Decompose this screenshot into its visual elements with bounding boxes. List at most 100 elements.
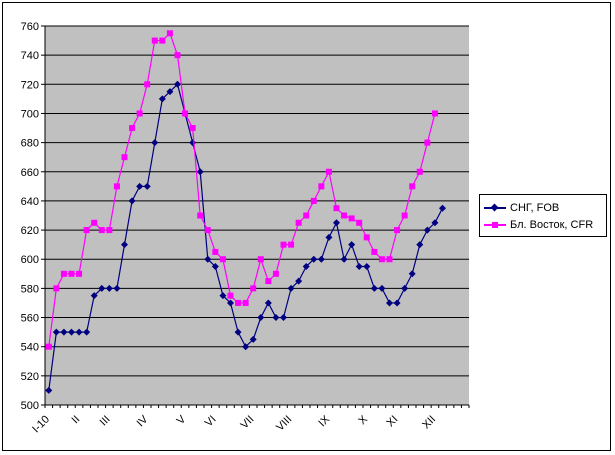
data-point-series-1 — [211, 263, 219, 271]
data-point-series-1 — [370, 284, 378, 292]
y-tick-label: 660 — [21, 167, 39, 179]
data-point-series-2 — [113, 183, 120, 190]
data-point-series-1 — [128, 197, 136, 205]
chart-frame: 500 520 540 560 580 600 620 640 660 680 700 720 740 7… — [2, 2, 611, 451]
data-point-series-2 — [272, 270, 279, 277]
data-point-series-1 — [75, 328, 83, 336]
x-tick-label: X — [356, 413, 370, 427]
data-point-series-2 — [325, 168, 332, 175]
data-point-series-1 — [166, 88, 174, 96]
data-point-series-1 — [249, 335, 257, 343]
data-point-series-2 — [174, 52, 181, 59]
data-point-series-1 — [333, 219, 340, 227]
x-tick-label: IV — [135, 413, 151, 429]
x-tick-label: III — [98, 413, 113, 428]
line-chart: 500 520 540 560 580 600 620 640 660 680 700 720 740 7… — [21, 21, 470, 435]
data-point-series-2 — [227, 292, 234, 299]
data-point-series-1 — [401, 284, 409, 292]
y-tick-label: 560 — [21, 313, 39, 325]
y-tick-label: 760 — [21, 21, 39, 33]
data-point-series-2 — [106, 227, 113, 234]
data-point-series-1 — [423, 226, 431, 234]
data-point-series-1 — [264, 299, 272, 307]
data-point-series-2 — [45, 343, 52, 350]
x-tick-label: V — [175, 413, 189, 427]
data-point-series-2 — [310, 197, 317, 204]
data-point-series-2 — [348, 215, 355, 222]
data-point-series-2 — [144, 81, 151, 88]
data-point-series-1 — [378, 284, 386, 292]
data-point-series-1 — [174, 80, 181, 88]
data-point-series-1 — [363, 263, 371, 271]
data-point-series-1 — [280, 314, 287, 322]
data-point-series-1 — [136, 182, 144, 190]
data-point-series-2 — [378, 256, 385, 263]
data-point-series-2 — [182, 110, 189, 117]
y-tick-label: 580 — [21, 283, 39, 295]
data-point-series-2 — [341, 212, 348, 219]
data-point-series-1 — [386, 299, 393, 307]
series-line-2 — [48, 32, 436, 347]
data-point-series-2 — [204, 227, 211, 234]
legend-item-series-2: Бл. Восток, CFR — [484, 217, 593, 233]
data-point-series-1 — [325, 233, 333, 241]
data-point-series-2 — [363, 234, 370, 241]
y-tick-label: 620 — [21, 225, 39, 237]
data-point-series-2 — [136, 110, 143, 117]
data-point-series-1 — [113, 284, 121, 292]
data-point-series-2 — [409, 183, 416, 190]
data-point-series-1 — [227, 299, 234, 307]
data-point-series-1 — [431, 219, 439, 227]
data-point-series-2 — [235, 299, 242, 306]
data-point-series-2 — [333, 205, 340, 212]
data-point-series-2 — [242, 299, 249, 306]
data-point-series-2 — [371, 248, 378, 255]
data-point-series-2 — [295, 219, 302, 226]
legend-swatch-series-1 — [484, 203, 506, 213]
y-tick-label: 720 — [21, 79, 39, 91]
data-point-series-2 — [121, 154, 128, 161]
data-point-series-1 — [242, 343, 250, 351]
data-point-series-1 — [121, 241, 128, 249]
data-point-series-2 — [219, 256, 226, 263]
y-tick-label: 680 — [21, 138, 39, 150]
data-point-series-2 — [303, 212, 310, 219]
data-point-series-2 — [318, 183, 325, 190]
legend-swatch-series-2 — [484, 220, 506, 230]
data-point-series-2 — [250, 285, 257, 292]
x-tick-label: IX — [316, 413, 332, 429]
legend-label-series-2: Бл. Восток, CFR — [510, 219, 594, 231]
data-point-series-2 — [386, 256, 393, 263]
data-point-series-1 — [439, 204, 446, 212]
data-point-series-1 — [348, 241, 356, 249]
y-tick-label: 500 — [21, 400, 39, 412]
data-point-series-2 — [60, 270, 67, 277]
data-point-series-1 — [340, 255, 348, 263]
data-point-series-2 — [76, 270, 83, 277]
data-point-series-1 — [68, 328, 75, 336]
legend: СНГ, FOB Бл. Восток, CFR — [479, 194, 607, 237]
data-point-series-1 — [295, 277, 303, 285]
data-point-series-2 — [288, 241, 295, 248]
data-point-series-1 — [317, 255, 325, 263]
data-point-series-2 — [265, 278, 272, 285]
x-tick-label: I-10 — [30, 413, 52, 435]
data-point-series-2 — [98, 227, 105, 234]
x-tick-label: XII — [420, 413, 438, 431]
data-point-series-2 — [280, 241, 287, 248]
data-point-series-1 — [355, 263, 363, 271]
data-point-series-2 — [129, 125, 136, 132]
data-point-series-2 — [189, 125, 196, 132]
data-point-series-2 — [166, 30, 173, 37]
y-tick-label: 520 — [21, 371, 39, 383]
data-point-series-2 — [83, 227, 90, 234]
legend-item-series-1: СНГ, FOB — [484, 200, 559, 216]
data-point-series-2 — [424, 139, 431, 146]
data-point-series-2 — [401, 212, 408, 219]
x-tick-label: II — [70, 413, 83, 426]
data-point-series-2 — [197, 212, 204, 219]
data-point-series-1 — [204, 255, 212, 263]
y-tick-label: 600 — [21, 254, 39, 266]
data-point-series-2 — [159, 37, 166, 44]
data-point-series-1 — [60, 328, 68, 336]
